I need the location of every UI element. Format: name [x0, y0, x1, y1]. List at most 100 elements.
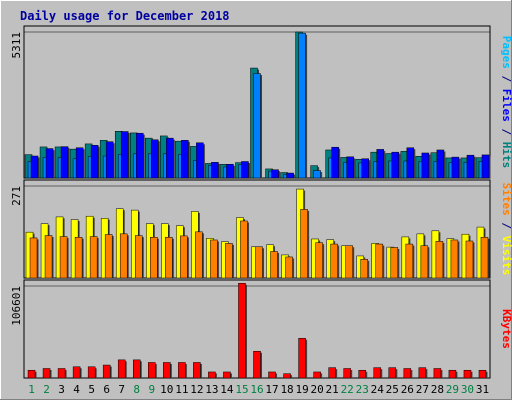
bar-pages-11 [181, 140, 189, 179]
bar-pages-25 [391, 151, 400, 179]
x-label-6: 6 [103, 383, 110, 396]
x-label-15: 15 [235, 383, 248, 396]
bar-kbytes-17 [268, 371, 276, 379]
bar-kbytes-1 [27, 369, 36, 379]
bar-pages-4 [75, 147, 84, 179]
bar-pages-2 [45, 148, 54, 179]
bar-pages-30 [466, 154, 475, 179]
legend-segment-4: Hits [500, 142, 512, 169]
bar-kbytes-19 [298, 338, 306, 379]
bar-kbytes-13 [208, 371, 216, 379]
bar-kbytes-5 [87, 366, 96, 379]
legend-segment-3: / [500, 122, 512, 142]
bar-sites-30 [465, 240, 474, 279]
bar-kbytes-23 [358, 369, 366, 379]
x-label-5: 5 [88, 383, 95, 396]
bar-pages-31 [481, 154, 490, 179]
bar-sites-1 [29, 237, 38, 279]
bar-kbytes-7 [117, 359, 126, 379]
bar-sites-8 [134, 235, 143, 279]
bar-sites-25 [390, 247, 399, 279]
bar-sites-6 [104, 234, 113, 279]
legend-segment-0: Sites [500, 183, 512, 216]
chart-title: Daily usage for December 2018 [20, 9, 230, 23]
bar-pages-22 [346, 156, 354, 179]
bar-kbytes-8 [132, 359, 141, 379]
bar-kbytes-16 [253, 350, 261, 379]
x-label-14: 14 [220, 383, 234, 396]
x-label-31: 31 [476, 383, 489, 396]
x-label-22: 22 [341, 383, 354, 396]
x-axis-labels: 1 2 3 4 5 6 7 8 9 10 11 12 13 14 15 16 17 18 19 20 21 22 23 24 2… [28, 383, 489, 396]
bar-pages-12 [196, 142, 204, 179]
x-label-10: 10 [160, 383, 173, 396]
bar-kbytes-24 [373, 367, 382, 379]
bar-sites-24 [375, 243, 384, 279]
bar-pages-1 [30, 155, 39, 179]
bar-sites-11 [180, 235, 188, 279]
x-label-2: 2 [43, 383, 50, 396]
chart-panels: 5311 Pages / Files / Hits 271 Sites / Visit… [10, 25, 512, 379]
x-label-17: 17 [265, 383, 278, 396]
legend-segment-1: / [500, 216, 512, 236]
x-label-3: 3 [58, 383, 65, 396]
x-label-4: 4 [73, 383, 80, 396]
x-label-25: 25 [386, 383, 399, 396]
bar-pages-8 [135, 132, 144, 179]
x-label-24: 24 [371, 383, 385, 396]
bar-kbytes-9 [148, 362, 156, 379]
x-label-9: 9 [148, 383, 155, 396]
bar-sites-22 [345, 245, 353, 279]
bar-sites-31 [480, 237, 489, 279]
panel-bot-legend: KBytes [500, 309, 512, 349]
bar-sites-18 [285, 256, 293, 279]
bar-kbytes-26 [403, 368, 412, 379]
bar-kbytes-25 [388, 367, 397, 379]
bar-kbytes-12 [193, 362, 201, 379]
bar-sites-4 [74, 237, 83, 279]
bar-sites-17 [270, 251, 278, 279]
x-label-16: 16 [250, 383, 263, 396]
bar-pages-28 [436, 149, 445, 179]
bar-sites-14 [225, 243, 233, 279]
x-label-26: 26 [401, 383, 414, 396]
bar-sites-2 [44, 235, 53, 279]
bar-pages-24 [376, 149, 385, 179]
bar-sites-21 [330, 243, 338, 279]
bar-sites-29 [450, 239, 459, 279]
x-label-28: 28 [431, 383, 444, 396]
x-label-20: 20 [311, 383, 324, 396]
bar-sites-12 [195, 231, 203, 279]
legend-segment-0: Pages [500, 36, 512, 69]
bar-sites-26 [405, 243, 414, 279]
x-label-12: 12 [190, 383, 203, 396]
bar-sites-9 [150, 237, 158, 279]
x-label-30: 30 [461, 383, 474, 396]
x-label-27: 27 [416, 383, 429, 396]
bar-sites-16 [255, 246, 263, 279]
bar-kbytes-18 [283, 373, 291, 379]
panel-mid-legend: Sites / Visits [500, 183, 512, 276]
bar-kbytes-6 [102, 364, 111, 379]
bar-pages-3 [60, 146, 69, 179]
panel-bot-max-label: 106601 [10, 286, 23, 326]
bar-sites-19 [300, 209, 308, 279]
bar-sites-23 [360, 259, 368, 279]
panel-top-max-label: 5311 [10, 32, 23, 59]
x-label-29: 29 [446, 383, 459, 396]
bar-kbytes-4 [72, 366, 81, 379]
legend-segment-2: Files [500, 89, 512, 122]
bar-sites-7 [119, 233, 128, 279]
bar-kbytes-10 [163, 362, 171, 379]
legend-segment-2: Visits [500, 236, 512, 276]
bar-pages-7 [120, 131, 129, 179]
bar-pages-14 [226, 164, 234, 179]
bar-pages-27 [421, 152, 430, 179]
x-label-21: 21 [326, 383, 339, 396]
legend-segment-1: / [500, 69, 512, 89]
bar-kbytes-27 [418, 367, 427, 379]
bar-kbytes-30 [463, 369, 472, 379]
x-label-8: 8 [133, 383, 140, 396]
bar-sites-13 [210, 239, 218, 279]
